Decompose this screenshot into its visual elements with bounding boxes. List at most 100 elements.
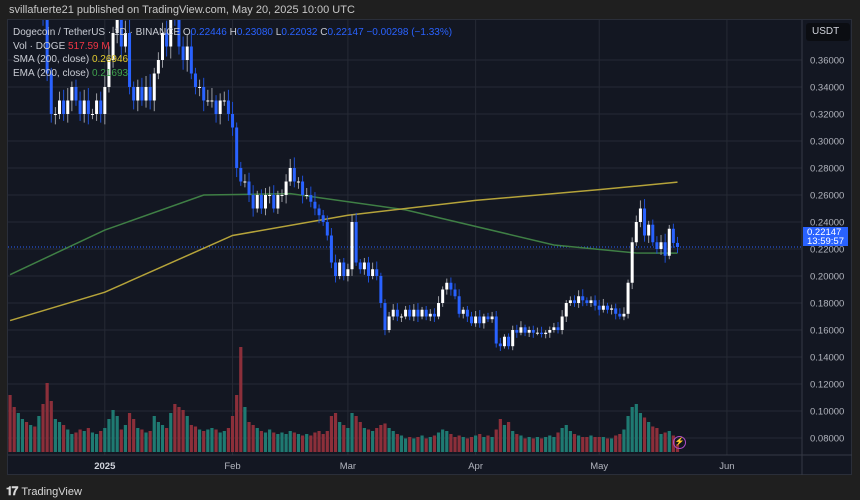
sma-label[interactable]: SMA (200, close)	[13, 54, 90, 65]
volume-bar	[107, 419, 111, 452]
candle-body	[577, 296, 581, 303]
volume-bar	[441, 429, 445, 452]
candle-body	[95, 100, 99, 114]
volume-bar	[539, 438, 544, 452]
volume-bar	[366, 429, 371, 452]
volume-bar	[552, 437, 556, 452]
volume-bar	[165, 428, 169, 452]
volume-bar	[251, 425, 255, 452]
candle-body	[490, 316, 494, 320]
candle-body	[437, 303, 441, 317]
volume-bar	[593, 437, 597, 452]
volume-bar	[371, 431, 375, 452]
candle-body	[70, 87, 74, 101]
volume-bar	[226, 428, 231, 452]
volume-bar	[362, 428, 366, 452]
candle-body	[408, 309, 412, 317]
candle-body	[169, 20, 173, 47]
volume-bar	[210, 428, 214, 452]
candle-body	[276, 195, 280, 209]
candle-body	[371, 269, 375, 276]
volume-bar	[387, 428, 391, 452]
candle-body	[165, 33, 169, 47]
candle-body	[671, 228, 675, 243]
volume-bar	[222, 431, 226, 452]
volume-bar	[486, 435, 490, 452]
volume-bar	[148, 431, 152, 452]
volume-bar	[305, 434, 309, 452]
volume-bar	[490, 437, 494, 452]
volume-bar	[474, 435, 478, 452]
volume-bar	[156, 422, 160, 452]
chart-panel[interactable]	[7, 19, 852, 475]
close-label: C	[320, 27, 328, 38]
volume-bar	[556, 432, 560, 452]
candle-body	[210, 100, 214, 102]
volume-bar	[391, 431, 395, 452]
volume-bar	[655, 428, 659, 452]
candle-body	[416, 309, 420, 317]
candle-body	[82, 100, 86, 114]
candle-body	[181, 46, 185, 60]
volume-bar	[478, 434, 482, 452]
volume-bar	[57, 422, 62, 452]
candle-body	[86, 100, 90, 114]
volume-bar	[379, 425, 383, 452]
volume-bar	[173, 404, 177, 452]
brand-name[interactable]: TradingView	[21, 485, 82, 498]
volume-bar	[82, 431, 86, 452]
candle-body	[420, 309, 424, 317]
volume-bar	[436, 432, 441, 452]
candle-body	[128, 33, 132, 87]
x-tick-label: May	[590, 461, 608, 472]
volume-bar	[169, 413, 173, 452]
tradingview-logo-icon[interactable]: 𝟏𝟕	[6, 484, 18, 498]
volume-bar	[544, 437, 548, 452]
candle-body	[502, 336, 506, 347]
volume-bar	[445, 431, 449, 452]
candle-body	[445, 282, 449, 290]
candle-body	[618, 313, 622, 317]
candle-body	[37, 6, 40, 7]
volume-bar	[235, 395, 239, 452]
volume-bar	[581, 437, 585, 452]
volume-bar	[469, 437, 474, 452]
volume-bar	[338, 422, 342, 452]
volume-bar	[94, 434, 99, 452]
candle-body	[564, 303, 568, 317]
candle-body	[62, 100, 66, 114]
volume-bar	[144, 432, 148, 452]
volume-bar	[268, 429, 272, 452]
volume-label[interactable]: Vol · DOGE	[13, 40, 66, 52]
candle-body	[202, 87, 206, 101]
symbol-name[interactable]: Dogecoin / TetherUS · 1D · BINANCE	[13, 27, 181, 38]
candle-body	[74, 87, 78, 101]
ema-label[interactable]: EMA (200, close)	[13, 67, 90, 79]
y-tick-label: 0.14000	[810, 353, 844, 364]
low-value: 0.22032	[281, 27, 318, 38]
currency-button[interactable]: USDT	[806, 23, 850, 41]
candle-body	[362, 262, 366, 270]
volume-bar	[642, 417, 647, 452]
candle-body	[556, 327, 560, 330]
candle-body	[305, 195, 309, 196]
candle-body	[334, 262, 338, 276]
candle-body	[568, 300, 572, 303]
candle-body	[651, 224, 655, 243]
candle-body	[610, 308, 614, 310]
volume-bar	[276, 434, 280, 452]
ema-row: EMA (200, close) 0.21693	[13, 67, 452, 81]
volume-bar	[247, 422, 251, 452]
candle-body	[552, 327, 556, 330]
volume-bar	[115, 416, 119, 452]
volume-bar	[197, 429, 202, 452]
volume-bar	[329, 416, 334, 452]
volume-bar	[111, 410, 115, 452]
candle-body	[659, 242, 663, 249]
lightning-icon[interactable]: ⚡	[673, 436, 686, 449]
volume-bar	[548, 435, 552, 452]
volume-bar	[634, 404, 638, 452]
volume-bar	[49, 401, 53, 452]
volume-bar	[119, 429, 123, 452]
